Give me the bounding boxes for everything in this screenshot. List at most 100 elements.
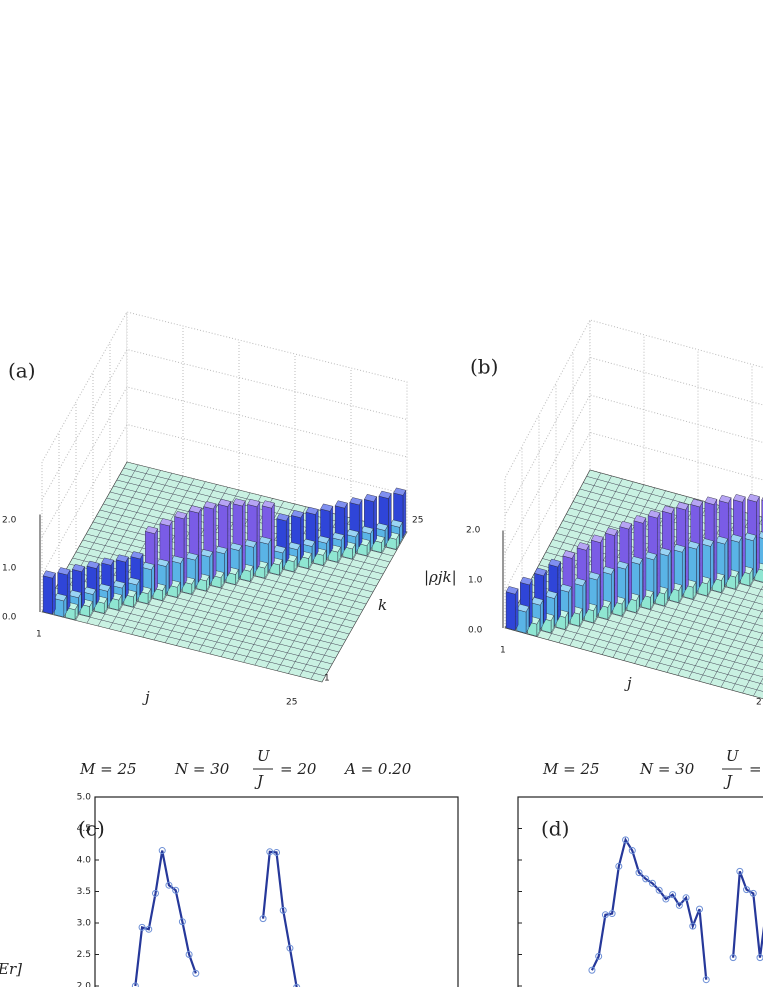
marker <box>588 966 596 974</box>
z-tick-label: 1.0 <box>468 576 483 586</box>
y-tick-label: 5.0 <box>77 793 92 803</box>
param: = 20 <box>280 760 317 778</box>
bar-side <box>344 502 348 551</box>
bar-top <box>112 580 126 589</box>
marker <box>662 895 670 903</box>
bar-side <box>165 560 170 596</box>
marker <box>601 911 609 919</box>
bar-top <box>334 500 348 509</box>
bar-top <box>516 603 530 613</box>
floor-grid <box>709 585 763 685</box>
bar-side <box>582 580 586 620</box>
axis-tick-label: 2 <box>756 698 762 708</box>
bar-side <box>642 517 647 601</box>
panel-label: (b) <box>470 355 498 379</box>
param: = <box>749 760 762 778</box>
param: U <box>726 747 740 765</box>
bar-top <box>272 545 287 554</box>
bar-side <box>329 505 334 555</box>
wall-grid <box>41 423 408 575</box>
bar-top <box>247 499 261 507</box>
series-line <box>590 837 708 980</box>
bar-side <box>756 496 760 574</box>
marker <box>743 886 751 894</box>
floor-grid <box>508 621 763 692</box>
bar-side <box>169 520 173 590</box>
marker <box>756 954 763 962</box>
bar-side <box>402 489 407 539</box>
bar-side <box>653 554 657 604</box>
bar-top <box>590 534 604 543</box>
param: J <box>723 772 733 790</box>
y-tick-label: 3.5 <box>77 887 91 897</box>
bar-side <box>67 569 71 612</box>
bar-side <box>554 593 558 627</box>
bar-top <box>185 552 199 561</box>
bar-top <box>743 532 757 542</box>
wall <box>504 319 591 629</box>
floor-grid <box>583 482 763 533</box>
bar-side <box>300 511 304 561</box>
bar-top <box>199 549 214 558</box>
bar-side <box>271 502 275 567</box>
marker <box>682 894 690 902</box>
marker <box>615 862 623 870</box>
marker <box>158 847 166 855</box>
wall-grid <box>41 348 408 500</box>
bar-side <box>268 538 272 573</box>
marker <box>628 847 636 855</box>
bar-top <box>57 567 71 576</box>
bar-top <box>576 542 590 551</box>
floor-grid <box>699 562 763 682</box>
bar-top <box>320 503 334 512</box>
marker <box>286 944 294 952</box>
bar-top <box>559 583 572 593</box>
marker <box>642 875 650 883</box>
bar-front <box>42 575 53 615</box>
axis-tick-label: 1 <box>36 630 42 640</box>
bar-top <box>378 490 392 499</box>
bar-side <box>724 538 728 587</box>
bar-side <box>373 495 377 545</box>
bar-side <box>253 541 257 577</box>
bar-top <box>331 532 345 541</box>
bar-side <box>96 562 100 606</box>
floor-grid <box>511 615 763 685</box>
bar-top <box>389 519 403 528</box>
bar-side <box>151 563 155 599</box>
param: J <box>254 772 264 790</box>
bar-side <box>696 543 700 593</box>
z-tick-label: 2.0 <box>466 526 481 536</box>
bar-top <box>360 526 374 534</box>
bar-side <box>242 500 246 574</box>
bar-top <box>349 497 363 506</box>
bar-top <box>130 551 144 560</box>
bar-top <box>156 558 170 567</box>
marker <box>185 951 193 958</box>
bar-top <box>305 506 319 515</box>
bar-side <box>596 574 601 617</box>
bar-top <box>661 505 675 514</box>
bar-side <box>682 546 686 597</box>
bar-top <box>170 555 184 564</box>
axis-tick-label: 25 <box>412 516 423 526</box>
bar-side <box>209 551 213 586</box>
param: U <box>257 747 271 765</box>
marker <box>689 922 697 930</box>
bar-top <box>229 542 243 551</box>
bar-side <box>286 515 290 564</box>
bar-side <box>140 553 144 596</box>
bar-top <box>672 544 686 553</box>
bar-top <box>261 500 275 509</box>
bar-side <box>628 523 632 604</box>
axis-tick-label: 1 <box>324 674 330 684</box>
bar-top <box>375 522 389 531</box>
bar-top <box>345 529 360 538</box>
marker <box>595 952 603 960</box>
axis-tick-label: 1 <box>500 646 506 656</box>
plot <box>588 836 763 984</box>
panel-label: (a) <box>8 359 36 383</box>
bar-top <box>316 535 330 544</box>
z-tick-label: 1.0 <box>2 564 17 574</box>
marker <box>192 969 200 977</box>
